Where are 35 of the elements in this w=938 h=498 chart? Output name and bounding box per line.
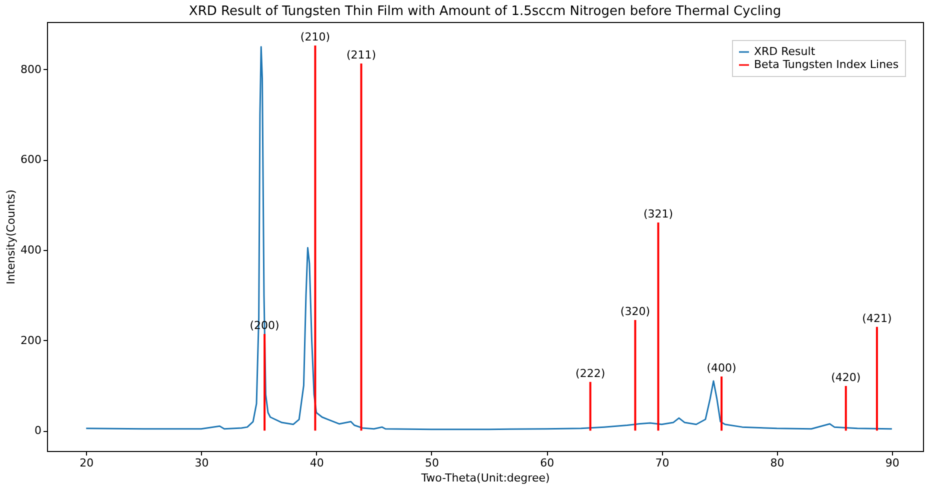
annotation: (321): [643, 208, 674, 220]
annotation: (211): [346, 48, 376, 62]
bar: [314, 45, 316, 431]
annotation: (421): [862, 312, 892, 325]
annotation: (210): [300, 30, 330, 44]
annotation: (400): [706, 361, 736, 374]
chart-title: XRD Result of Tungsten Thin Film with Amount of 1.5sccm Nitrogen before Thermal Cycling: [188, 4, 782, 19]
bar: [876, 326, 878, 431]
x-tick-label: 60: [540, 456, 554, 470]
legend-label: XRD Result: [754, 45, 816, 58]
bar: [657, 222, 660, 431]
x-tick-label: 20: [80, 456, 94, 470]
bar: [589, 382, 592, 431]
x-axis-title: Two-Theta(Unit:degree): [420, 472, 550, 484]
x-tick-label: 50: [424, 456, 439, 470]
x-tick-label: 90: [885, 456, 900, 470]
y-tick-label: 200: [20, 334, 42, 347]
bar: [360, 64, 362, 431]
y-tick-label: 600: [20, 153, 42, 166]
annotation: (320): [620, 305, 650, 318]
legend-label: Beta Tungsten Index Lines: [754, 58, 899, 71]
annotation: (222): [576, 366, 606, 380]
bar: [844, 386, 847, 431]
annotation: (420): [831, 370, 861, 384]
x-tick-label: 30: [194, 456, 209, 470]
bar: [720, 376, 723, 431]
y-tick-label: 400: [20, 244, 42, 257]
y-tick-label: 0: [34, 424, 42, 438]
bar: [634, 320, 636, 431]
x-tick-label: 40: [310, 456, 324, 470]
x-tick-label: 80: [770, 456, 784, 470]
bar: [264, 334, 266, 431]
y-axis-title: Intensity(Counts): [4, 190, 18, 284]
x-tick-label: 70: [655, 456, 670, 470]
y-tick-label: 800: [20, 62, 42, 76]
